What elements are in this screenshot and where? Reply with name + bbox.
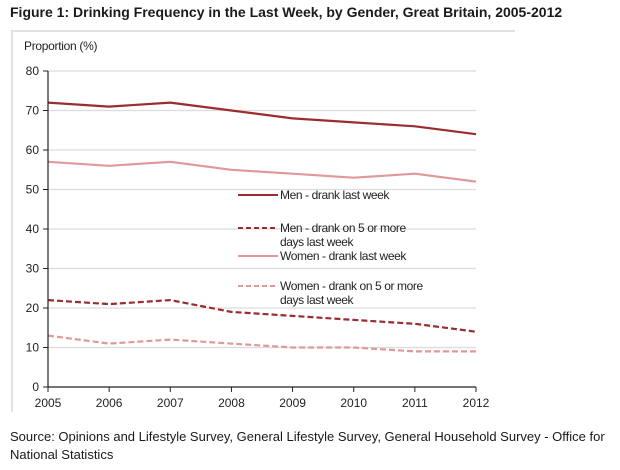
legend-label: days last week [280,235,355,249]
legend-label: days last week [280,293,355,307]
series-line-4 [47,334,476,353]
series-lines [47,101,477,353]
gridlines [48,70,476,349]
x-tick-label: 2012 [463,396,490,410]
chart-frame [11,30,515,412]
tick-labels: 0 10 20 30 40 50 60 70 80 2005 2006 2007 2008 2009 201… [26,64,490,410]
y-tick-label: 0 [32,380,39,394]
line-chart: Proportion (%) 0 10 20 30 40 50 60 70 80 2005 2006… [24,39,490,410]
y-tick-label: 40 [26,222,40,236]
series-line-2 [47,299,477,333]
legend-label: Women - drank last week [280,249,407,263]
x-tick-label: 2006 [96,396,123,410]
source-note: Source: Opinions and Lifestyle Survey, G… [10,429,605,462]
x-tick-label: 2007 [157,396,184,410]
y-tick-label: 60 [26,143,40,157]
y-tick-label: 20 [26,301,40,315]
axes [43,70,477,392]
y-tick-label: 30 [26,262,40,276]
x-tick-label: 2011 [402,396,428,410]
legend-label: Women - drank on 5 or more [280,279,424,293]
legend-label: Men - drank last week [280,188,390,202]
y-tick-label: 50 [26,183,40,197]
x-tick-label: 2008 [218,396,245,410]
y-tick-label: 70 [26,104,40,118]
series-line-3 [47,160,477,183]
legend-label: Men - drank on 5 or more [280,221,407,235]
y-axis-label: Proportion (%) [24,39,97,53]
series-line-1 [47,101,477,136]
x-tick-label: 2009 [279,396,306,410]
x-tick-label: 2010 [340,396,367,410]
legend: Men - drank last week Men - drank on 5 or… [238,188,424,307]
x-tick-label: 2005 [35,396,62,410]
figure-title: Figure 1: Drinking Frequency in the Last… [10,4,563,20]
y-tick-label: 80 [26,64,40,78]
y-tick-label: 10 [26,341,40,355]
